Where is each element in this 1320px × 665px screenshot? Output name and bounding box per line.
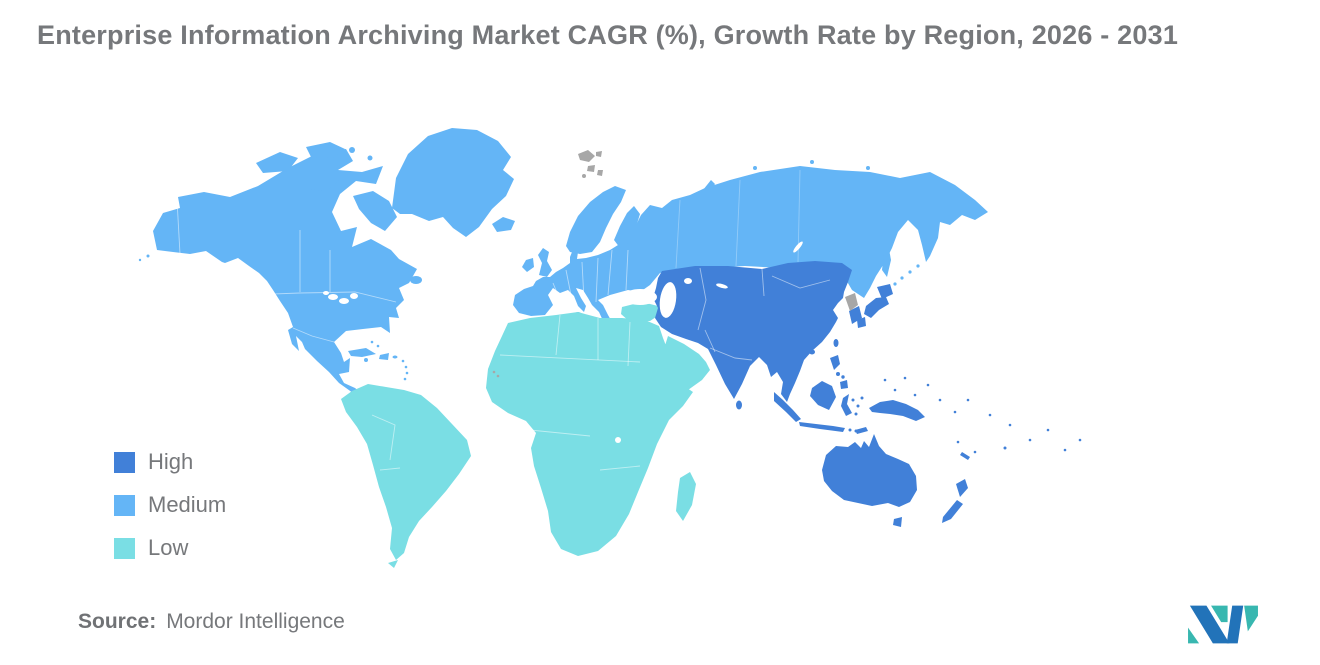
legend-item-medium[interactable]: Medium: [114, 492, 226, 518]
region-tasmania[interactable]: [893, 517, 902, 527]
legend-label-high: High: [148, 449, 194, 474]
region-turkey[interactable]: [621, 302, 662, 322]
region-novaya-zemlya[interactable]: [697, 180, 715, 208]
region-new-zealand[interactable]: [942, 479, 968, 523]
caribbean-islands[interactable]: [348, 340, 409, 381]
region-finland[interactable]: [614, 206, 640, 248]
region-ireland[interactable]: [522, 258, 534, 272]
source-label: Source:: [78, 610, 157, 633]
region-africa[interactable]: [486, 312, 693, 556]
legend-swatch-medium: [114, 494, 135, 516]
region-philippines[interactable]: [830, 355, 848, 389]
region-indonesia[interactable]: [774, 381, 868, 434]
region-sri-lanka[interactable]: [736, 400, 742, 410]
kuril-island-dots: [893, 264, 920, 286]
region-united-kingdom[interactable]: [538, 248, 552, 277]
arctic-island-dots: [138, 147, 870, 262]
source-value: Mordor Intelligence: [166, 610, 345, 633]
region-asia-mainland[interactable]: [653, 261, 852, 402]
region-jamaica: [364, 358, 368, 362]
region-puerto-rico: [392, 355, 398, 359]
country-borders: [176, 169, 831, 471]
black-sea: [623, 289, 657, 305]
region-hainan[interactable]: [809, 349, 815, 355]
legend-item-low[interactable]: Low: [114, 535, 226, 561]
chart-title: Enterprise Information Archiving Market …: [37, 20, 1179, 50]
legend-label-medium: Medium: [148, 492, 227, 517]
aral-sea: [684, 278, 692, 284]
region-canadian-arctic-islands[interactable]: [256, 142, 397, 231]
region-group-medium: [138, 128, 988, 401]
region-europe-russia-mainland[interactable]: [513, 166, 988, 323]
lake-baikal: [793, 241, 803, 253]
region-greenland[interactable]: [392, 128, 514, 237]
logo-teal-right-wedge: [1244, 605, 1258, 632]
mordor-intelligence-logo: [1188, 605, 1258, 644]
region-new-guinea[interactable]: [869, 400, 925, 421]
region-taiwan[interactable]: [833, 339, 839, 347]
legend-swatch-high: [114, 451, 135, 473]
region-south-america[interactable]: [341, 384, 471, 560]
region-sakhalin[interactable]: [882, 249, 891, 277]
region-north-america[interactable]: [153, 149, 417, 401]
region-cuba: [348, 348, 376, 357]
great-lakes: [328, 294, 338, 300]
legend-swatch-low: [114, 537, 135, 559]
region-new-caledonia[interactable]: [960, 452, 970, 460]
region-group-neutral: [492, 150, 858, 378]
region-timor: [855, 427, 868, 434]
region-japan[interactable]: [857, 284, 893, 328]
region-scandinavia[interactable]: [566, 186, 626, 254]
logo-teal-middle-wedge: [1211, 605, 1228, 623]
region-australia[interactable]: [822, 434, 917, 507]
lake-balkhash: [716, 283, 728, 289]
region-north-korea[interactable]: [845, 293, 858, 311]
caspian-sea: [659, 282, 677, 318]
lake-victoria: [615, 437, 621, 443]
pacific-island-dots: [883, 376, 1082, 454]
inland-seas: [323, 241, 803, 443]
region-hispaniola: [379, 353, 389, 360]
region-group-low: [341, 302, 710, 568]
logo-blue-right-stroke: [1226, 605, 1244, 644]
region-group-high: [653, 261, 1082, 527]
region-tierra-del-fuego[interactable]: [388, 560, 398, 568]
region-arabian-peninsula[interactable]: [663, 336, 710, 392]
region-newfoundland[interactable]: [410, 276, 422, 284]
source-line: Source: Mordor Intelligence: [78, 610, 345, 634]
logo-teal-left-triangle: [1188, 627, 1200, 644]
region-iceland[interactable]: [492, 217, 515, 232]
legend: High Medium Low: [114, 449, 226, 578]
logo-blue-left-stroke: [1189, 605, 1230, 644]
legend-item-high[interactable]: High: [114, 449, 226, 475]
legend-label-low: Low: [148, 535, 189, 560]
region-madagascar[interactable]: [676, 472, 696, 521]
region-svalbard[interactable]: [578, 150, 603, 178]
region-cape-verde[interactable]: [492, 370, 500, 378]
